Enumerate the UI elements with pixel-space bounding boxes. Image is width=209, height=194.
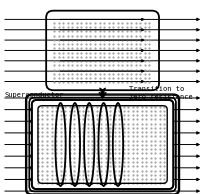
Text: Superconductor: Superconductor bbox=[4, 92, 64, 98]
FancyBboxPatch shape bbox=[46, 11, 159, 90]
FancyBboxPatch shape bbox=[29, 98, 176, 191]
FancyBboxPatch shape bbox=[32, 100, 173, 189]
Text: Transition to
zero resistance: Transition to zero resistance bbox=[129, 86, 193, 100]
FancyBboxPatch shape bbox=[26, 94, 180, 194]
